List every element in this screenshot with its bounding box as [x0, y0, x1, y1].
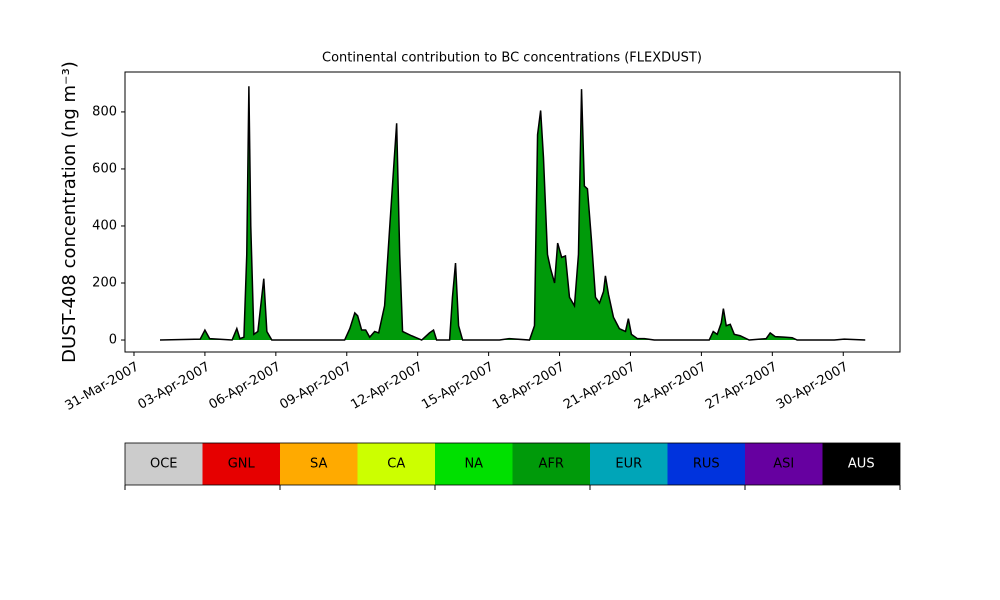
x-tick-label: 31-Mar-2007 [63, 360, 142, 414]
colorbar-label: EUR [615, 457, 642, 472]
colorbar-cell [202, 443, 280, 485]
chart-title: Continental contribution to BC concentra… [322, 51, 702, 66]
colorbar-label: RUS [693, 457, 720, 472]
y-axis-label: DUST-408 concentration (ng m⁻³) [59, 61, 80, 363]
colorbar-cell [280, 443, 358, 485]
x-tick-label: 24-Apr-2007 [632, 360, 709, 413]
colorbar-cell [745, 443, 823, 485]
colorbar-cell [435, 443, 513, 485]
colorbar-label: OCE [150, 457, 178, 472]
colorbar-cell [512, 443, 590, 485]
x-tick-label: 27-Apr-2007 [703, 360, 780, 413]
colorbar-frame [124, 442, 901, 486]
colorbar-cell [667, 443, 745, 485]
colorbar-label: CA [387, 457, 405, 472]
colorbar-label: ASI [773, 457, 794, 472]
x-tick-label: 06-Apr-2007 [206, 360, 283, 413]
y-tick-label: 200 [92, 275, 117, 290]
x-tick-label: 30-Apr-2007 [774, 360, 851, 413]
colorbar-cell [125, 443, 203, 485]
colorbar-cell [822, 443, 900, 485]
colorbar-label: SA [310, 457, 327, 472]
colorbar-cell [590, 443, 668, 485]
y-tick-label: 400 [92, 218, 117, 233]
y-tick-label: 800 [92, 104, 117, 119]
colorbar-cell [357, 443, 435, 485]
x-tick-label: 15-Apr-2007 [419, 360, 496, 413]
colorbar-label: AFR [539, 457, 564, 472]
colorbar-label: NA [464, 457, 483, 472]
y-tick-label: 0 [109, 333, 117, 348]
x-tick-label: 12-Apr-2007 [348, 360, 425, 413]
x-tick-label: 03-Apr-2007 [136, 360, 213, 413]
colorbar-label: GNL [228, 457, 256, 472]
y-tick-label: 600 [92, 161, 117, 176]
x-tick-label: 18-Apr-2007 [490, 360, 567, 413]
colorbar-label: AUS [848, 457, 875, 472]
x-tick-label: 09-Apr-2007 [277, 360, 354, 413]
x-tick-label: 21-Apr-2007 [561, 360, 638, 413]
plot-frame [124, 71, 901, 353]
area-outline [159, 86, 866, 341]
